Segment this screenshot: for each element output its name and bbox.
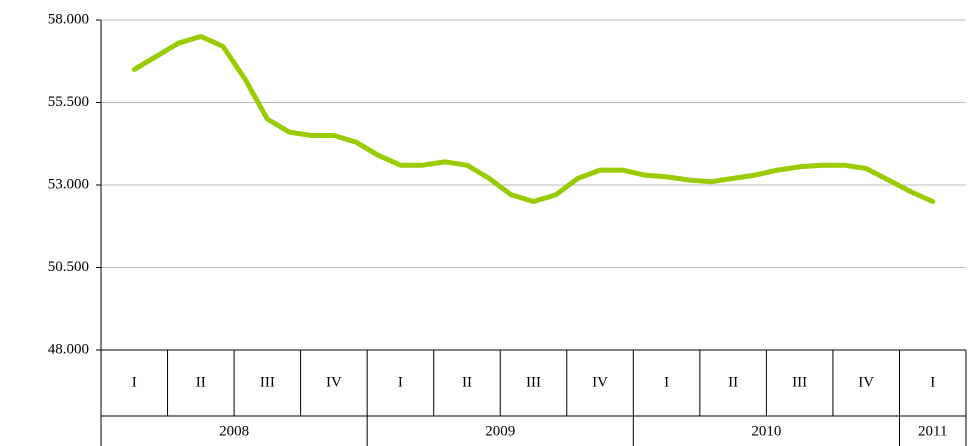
year-label: 2009 <box>485 423 515 439</box>
y-tick-label: 55.500 <box>48 94 89 110</box>
x-tick-label: II <box>728 374 738 390</box>
x-tick-label: I <box>398 374 403 390</box>
x-tick-label: I <box>132 374 137 390</box>
x-tick-label: IV <box>858 374 874 390</box>
x-tick-label: IV <box>592 374 608 390</box>
year-label: 2011 <box>918 423 947 439</box>
year-label: 2008 <box>219 423 249 439</box>
x-tick-label: III <box>260 374 275 390</box>
x-tick-label: III <box>792 374 807 390</box>
y-tick-label: 48.000 <box>48 341 89 357</box>
x-tick-label: I <box>930 374 935 390</box>
line-series <box>131 34 936 204</box>
y-tick-label: 58.000 <box>48 11 89 27</box>
year-label: 2010 <box>751 423 781 439</box>
y-tick-label: 50.500 <box>48 259 89 275</box>
x-tick-label: IV <box>326 374 342 390</box>
x-tick-label: III <box>526 374 541 390</box>
x-tick-label: I <box>664 374 669 390</box>
y-tick-label: 53.000 <box>48 176 89 192</box>
x-tick-label: II <box>196 374 206 390</box>
x-tick-label: II <box>462 374 472 390</box>
